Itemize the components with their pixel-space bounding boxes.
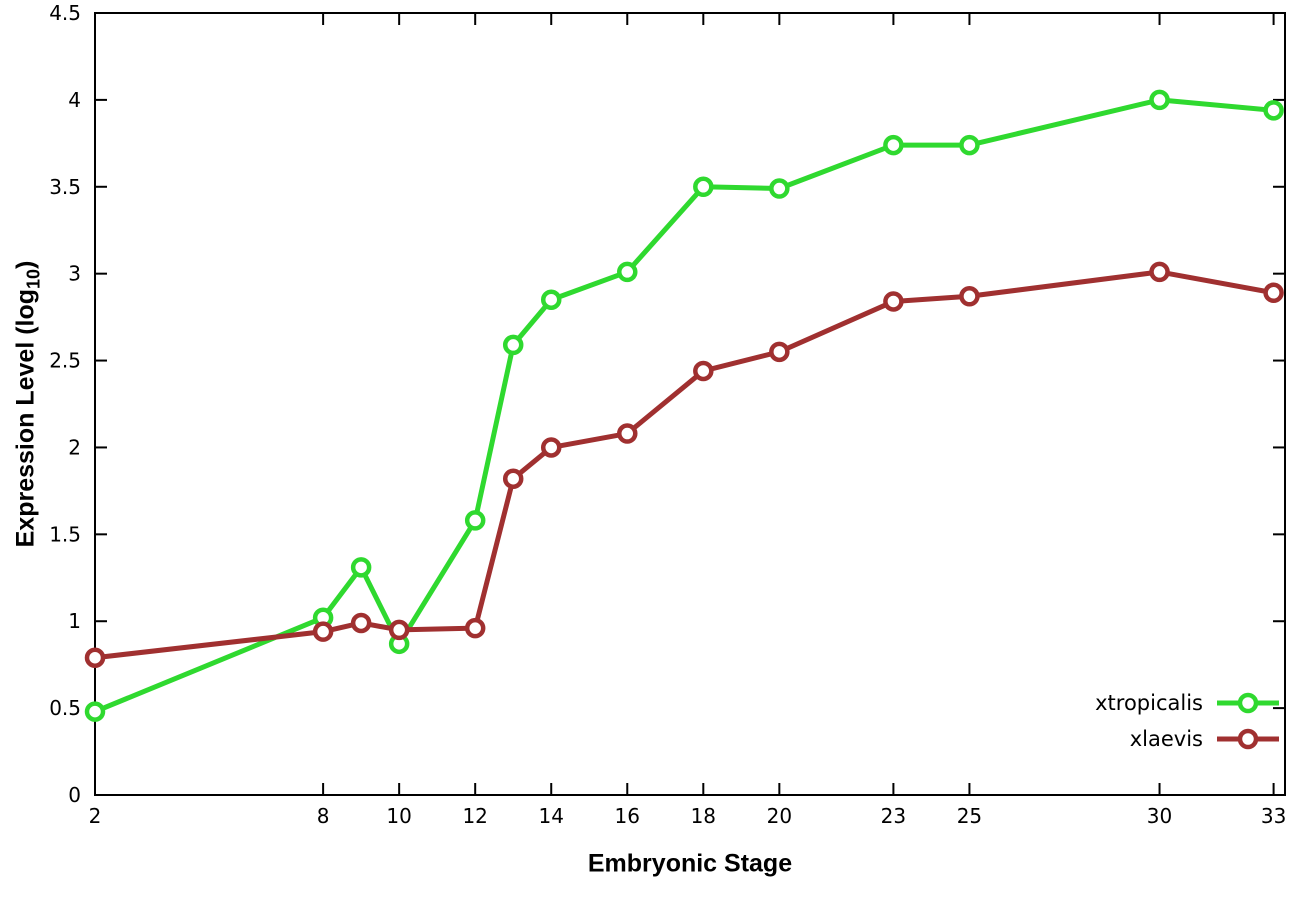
data-point-xlaevis — [502, 468, 524, 489]
data-point-xlaevis — [84, 647, 106, 668]
plot-border — [94, 12, 1286, 796]
data-point-xlaevis — [617, 423, 638, 444]
data-point-xlaevis — [693, 360, 714, 382]
data-point-xlaevis — [464, 617, 486, 639]
y-tick-label: 2.5 — [49, 349, 81, 373]
x-tick-label: 33 — [1261, 804, 1286, 828]
series-line-xlaevis — [92, 269, 1277, 661]
y-axis-title: Expression Level (log10) — [12, 261, 45, 548]
legend-sample-marker-xlaevis — [1237, 728, 1259, 750]
data-point-xlaevis — [883, 291, 904, 312]
y-axis-title-text: Expression Level (log — [11, 288, 40, 548]
data-point-xtropicalis — [84, 701, 106, 722]
data-point-xtropicalis — [540, 289, 562, 310]
data-point-xtropicalis — [693, 176, 714, 198]
data-point-xtropicalis — [617, 261, 638, 283]
y-tick-label: 1.5 — [49, 522, 81, 546]
x-tick-label: 23 — [881, 804, 906, 828]
data-point-xlaevis — [769, 341, 790, 363]
data-point-xtropicalis — [883, 134, 904, 156]
y-tick-label: 0.5 — [49, 696, 81, 720]
x-tick-label: 8 — [317, 804, 330, 828]
data-point-xtropicalis — [769, 178, 790, 199]
y-tick-label: 3 — [68, 262, 81, 286]
data-point-xtropicalis — [959, 134, 980, 156]
y-tick-label: 1 — [68, 609, 81, 633]
data-point-xtropicalis — [1149, 89, 1170, 111]
data-point-xlaevis — [350, 612, 372, 634]
x-tick-label: 18 — [691, 804, 716, 828]
data-point-xtropicalis — [464, 510, 486, 531]
data-point-xlaevis — [959, 286, 980, 307]
x-tick-label: 20 — [767, 804, 792, 828]
y-tick-label: 0 — [68, 783, 81, 807]
y-axis-title-subscript: 10 — [23, 268, 44, 289]
x-tick-label: 2 — [89, 804, 102, 828]
legend-label-xlaevis: xlaevis — [1130, 727, 1203, 751]
x-axis-title: Embryonic Stage — [587, 849, 793, 878]
y-tick-label: 4.5 — [49, 1, 81, 25]
legend-label-xtropicalis: xtropicalis — [1095, 691, 1203, 715]
x-tick-label: 12 — [462, 804, 487, 828]
data-point-xtropicalis — [502, 334, 524, 356]
series-line-xtropicalis — [92, 97, 1277, 715]
y-tick-label: 3.5 — [49, 175, 81, 199]
data-point-xlaevis — [1263, 282, 1284, 304]
x-tick-label: 16 — [615, 804, 640, 828]
data-point-xlaevis — [312, 621, 334, 642]
data-point-xlaevis — [388, 619, 410, 641]
y-tick-label: 2 — [68, 435, 81, 459]
data-point-xtropicalis — [350, 557, 372, 578]
x-tick-label: 25 — [957, 804, 982, 828]
y-axis-title-close: ) — [11, 260, 40, 269]
x-tick-label: 30 — [1147, 804, 1172, 828]
legend-sample-marker-xtropicalis — [1237, 692, 1259, 714]
data-point-xlaevis — [540, 437, 562, 458]
y-tick-label: 4 — [68, 88, 81, 112]
x-tick-label: 14 — [539, 804, 564, 828]
x-tick-label: 10 — [386, 804, 411, 828]
data-point-xtropicalis — [1263, 100, 1284, 121]
data-point-xlaevis — [1149, 261, 1170, 283]
